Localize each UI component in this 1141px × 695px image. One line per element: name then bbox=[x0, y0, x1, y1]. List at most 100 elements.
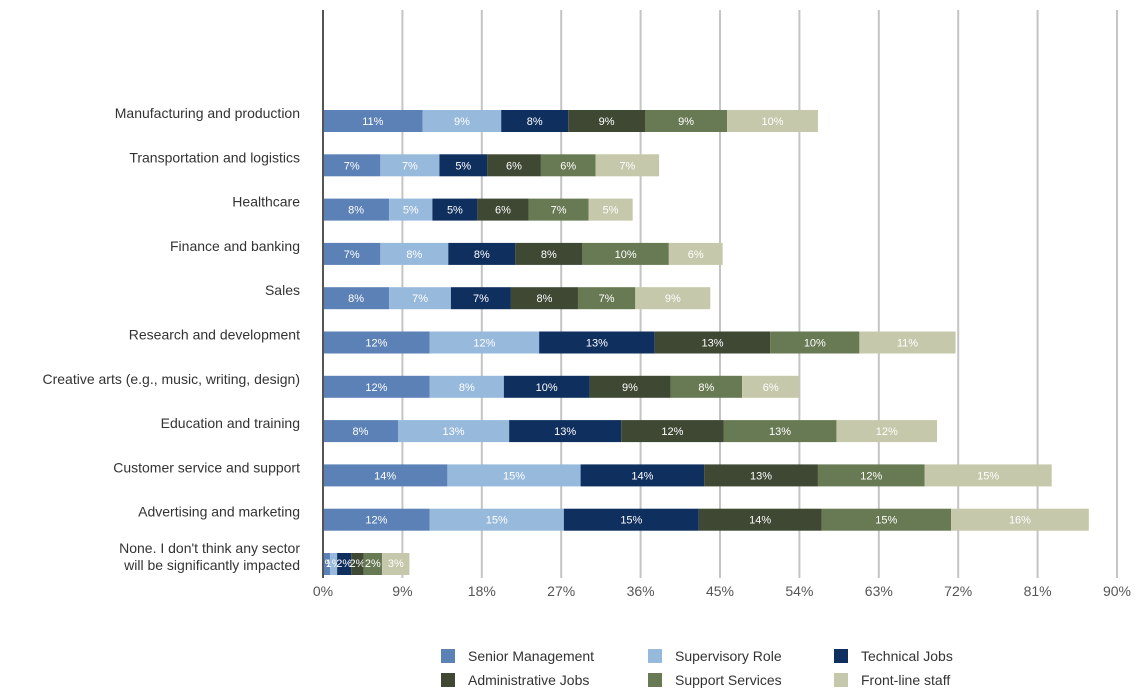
bar-support-services bbox=[582, 242, 669, 265]
bar-data-label: 10% bbox=[615, 249, 637, 261]
bar-data-label: 6% bbox=[688, 249, 704, 261]
bar-administrative-jobs bbox=[510, 287, 578, 310]
bar-support-services bbox=[770, 331, 860, 354]
bar-administrative-jobs bbox=[589, 375, 671, 398]
bar-data-label: 7% bbox=[599, 293, 615, 305]
bar-technical-jobs bbox=[580, 464, 705, 487]
x-axis-tick-labels: 0% 9% 18% 27% 36% 45% 54% 63% 72% 81% 90% bbox=[313, 583, 1131, 599]
category-label: Healthcare bbox=[232, 194, 300, 210]
category-label: Advertising and marketing bbox=[138, 504, 300, 520]
bar-senior-management bbox=[323, 420, 398, 443]
legend-swatch-administrative-jobs bbox=[441, 673, 455, 687]
bar-data-label: 5% bbox=[455, 160, 471, 172]
bar-support-services bbox=[645, 110, 728, 132]
x-tick-label: 45% bbox=[706, 583, 734, 599]
bar-data-label: 2% bbox=[349, 558, 365, 570]
bar-supervisory-role bbox=[429, 331, 540, 354]
bar-data-label: 12% bbox=[365, 338, 387, 350]
category-label: Sales bbox=[265, 282, 300, 298]
bar-data-label: 13% bbox=[750, 470, 772, 482]
bar-support-services bbox=[723, 420, 837, 443]
bar-data-label: 10% bbox=[536, 382, 558, 394]
bar-front-line-staff bbox=[859, 331, 956, 354]
bar-technical-jobs bbox=[501, 110, 569, 132]
bar-supervisory-role bbox=[447, 464, 581, 487]
bar-data-label: 3% bbox=[388, 558, 404, 570]
legend-label: Senior Management bbox=[468, 648, 594, 664]
x-tick-label: 18% bbox=[468, 583, 496, 599]
bar-front-line-staff bbox=[595, 154, 660, 177]
bar-administrative-jobs bbox=[487, 154, 541, 177]
x-tick-label: 9% bbox=[392, 583, 412, 599]
bar-administrative-jobs bbox=[704, 464, 818, 487]
x-tick-label: 54% bbox=[785, 583, 813, 599]
bar-data-label: 11% bbox=[897, 338, 918, 350]
category-label: Education and training bbox=[161, 415, 300, 431]
legend-swatch-front-line-staff bbox=[834, 673, 848, 687]
bar-data-label: 15% bbox=[503, 470, 525, 482]
bar-administrative-jobs bbox=[351, 553, 364, 575]
category-label: None. I don't think any sector will be si… bbox=[119, 540, 300, 573]
bar-data-label: 13% bbox=[443, 426, 465, 438]
bar-data-label: 14% bbox=[374, 470, 396, 482]
bar-data-label: 6% bbox=[495, 205, 511, 217]
bar-supervisory-role bbox=[429, 508, 564, 531]
bar-data-label: 13% bbox=[586, 338, 608, 350]
legend-label: Administrative Jobs bbox=[468, 672, 589, 688]
gridlines bbox=[401, 10, 1118, 578]
bar-support-services bbox=[363, 553, 383, 575]
bar-front-line-staff bbox=[588, 198, 633, 221]
x-tick-label: 81% bbox=[1024, 583, 1052, 599]
bar-data-label: 8% bbox=[348, 205, 364, 217]
bar-senior-management bbox=[323, 464, 448, 487]
bar-technical-jobs bbox=[509, 420, 622, 443]
bar-data-label: 8% bbox=[474, 249, 490, 261]
bar-data-label: 8% bbox=[527, 116, 543, 128]
bar-front-line-staff bbox=[382, 553, 410, 575]
bar-senior-management bbox=[323, 198, 390, 221]
bar-data-label: 12% bbox=[661, 426, 683, 438]
bar-supervisory-role bbox=[389, 198, 433, 221]
bar-data-label: 7% bbox=[344, 249, 360, 261]
bar-technical-jobs bbox=[439, 154, 488, 177]
bar-supervisory-role bbox=[422, 110, 502, 132]
bar-data-label: 6% bbox=[560, 160, 576, 172]
bar-data-label: 15% bbox=[875, 515, 897, 527]
bar-data-label: 8% bbox=[459, 382, 475, 394]
bar-data-label: 15% bbox=[620, 515, 642, 527]
bar-data-label: 16% bbox=[1009, 515, 1031, 527]
bar-data-label: 7% bbox=[412, 293, 428, 305]
bar-support-services bbox=[821, 508, 952, 531]
bar-data-label: 9% bbox=[622, 382, 638, 394]
bar-administrative-jobs bbox=[654, 331, 771, 354]
bar-supervisory-role bbox=[380, 242, 449, 265]
bar-data-label: 12% bbox=[473, 338, 495, 350]
bar-supervisory-role bbox=[389, 287, 451, 310]
bar-data-label: 7% bbox=[344, 160, 360, 172]
bar-supervisory-role bbox=[330, 553, 338, 575]
bar-senior-management bbox=[323, 287, 390, 310]
bar-front-line-staff bbox=[668, 242, 723, 265]
bar-data-label: 5% bbox=[603, 205, 619, 217]
bar-data-label: 15% bbox=[486, 515, 508, 527]
bar-data-label: 7% bbox=[402, 160, 418, 172]
category-label: Transportation and logistics bbox=[129, 149, 300, 165]
x-tick-label: 90% bbox=[1103, 583, 1131, 599]
x-tick-label: 36% bbox=[627, 583, 655, 599]
bar-data-label: 7% bbox=[551, 205, 567, 217]
bar-front-line-staff bbox=[924, 464, 1052, 487]
bar-administrative-jobs bbox=[568, 110, 646, 132]
x-tick-label: 72% bbox=[944, 583, 972, 599]
bar-data-label: 12% bbox=[860, 470, 882, 482]
bar-data-label: 6% bbox=[763, 382, 779, 394]
x-tick-label: 0% bbox=[313, 583, 333, 599]
legend-swatch-technical-jobs bbox=[834, 649, 848, 663]
bar-senior-management bbox=[323, 553, 331, 575]
bar-technical-jobs bbox=[450, 287, 511, 310]
bar-administrative-jobs bbox=[698, 508, 822, 531]
x-tick-label: 63% bbox=[865, 583, 893, 599]
x-tick-label: 27% bbox=[547, 583, 575, 599]
bar-data-label: 5% bbox=[447, 205, 463, 217]
bar-technical-jobs bbox=[563, 508, 699, 531]
